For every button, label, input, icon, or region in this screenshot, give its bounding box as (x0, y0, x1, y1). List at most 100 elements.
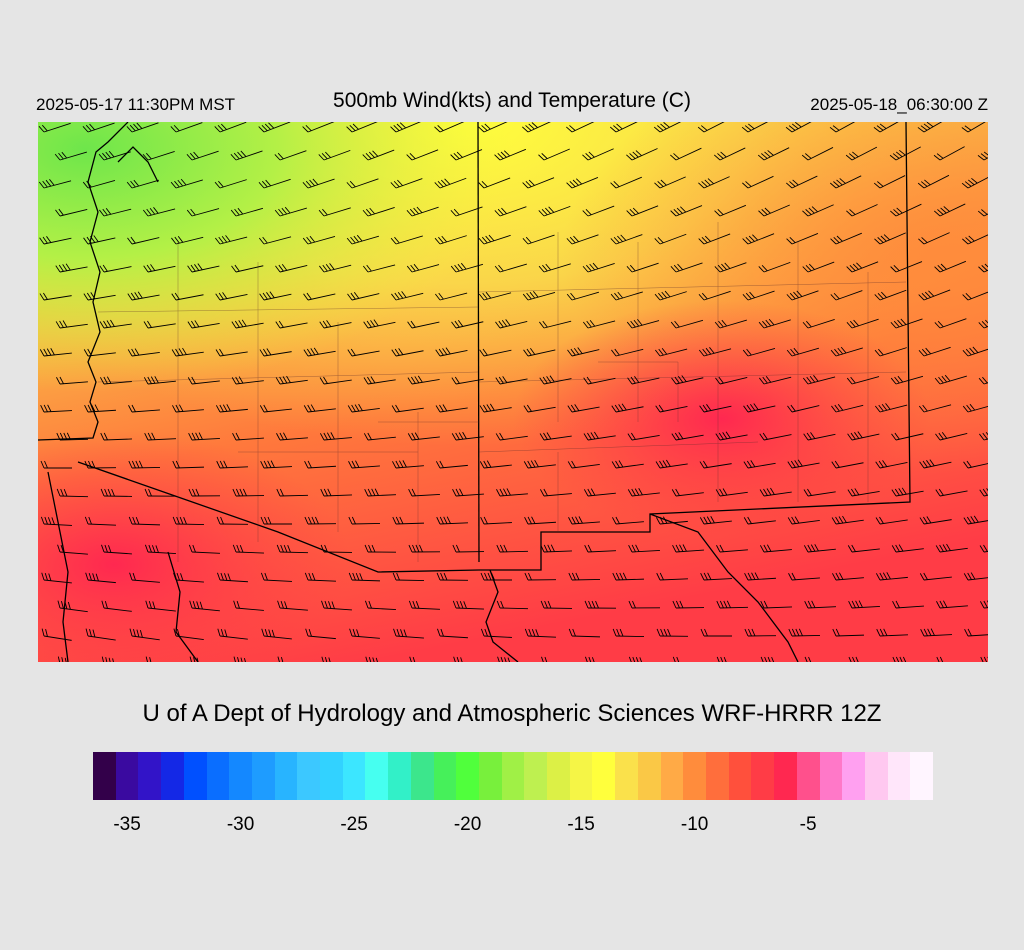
wind-barb (918, 404, 952, 413)
wind-barb (40, 516, 72, 526)
wind-barb (628, 544, 660, 553)
wind-barb (406, 206, 439, 217)
wind-barb (436, 516, 468, 525)
wind-barb (743, 403, 776, 413)
wind-barb (786, 233, 819, 245)
wind-barb (407, 375, 440, 385)
wind-barb (582, 205, 615, 217)
wind-barb (230, 150, 263, 161)
wind-barb (830, 290, 863, 301)
wind-barb (85, 572, 116, 584)
wind-barb (231, 319, 264, 329)
wind-barb (759, 375, 792, 385)
wind-barb (189, 656, 200, 662)
wind-barb (933, 146, 965, 161)
wind-barb (522, 234, 555, 245)
wind-barb (980, 656, 988, 662)
wind-barb (188, 544, 220, 554)
wind-barb (961, 174, 988, 189)
wind-barb (170, 178, 203, 189)
wind-barb (55, 320, 88, 329)
wind-barb (892, 600, 924, 609)
wind-barb (39, 348, 72, 357)
wind-barb (670, 147, 702, 161)
wind-barb (450, 149, 483, 161)
wind-barb (890, 318, 923, 329)
wind-barb (347, 348, 380, 357)
wind-barb (962, 403, 988, 413)
wind-barb (743, 460, 776, 469)
wind-barb (653, 122, 686, 133)
wind-barb (934, 318, 967, 329)
wind-barb (918, 289, 951, 301)
wind-barb (215, 404, 248, 413)
wind-barb (233, 656, 247, 662)
wind-barb (654, 176, 686, 189)
county-line (478, 281, 907, 293)
wind-barb (612, 628, 645, 638)
wind-barb (918, 232, 950, 245)
wind-barb (583, 488, 616, 497)
wind-barb (832, 572, 864, 581)
southwest-warm-region (38, 122, 988, 662)
wind-barb (172, 460, 205, 469)
wind-barb (126, 179, 160, 189)
wind-barb (758, 318, 791, 329)
wind-barb (392, 516, 425, 525)
wind-barb (963, 460, 988, 469)
wind-barb (320, 488, 352, 497)
wind-barb (259, 291, 292, 301)
wind-barb (39, 236, 72, 245)
wind-barb (495, 319, 528, 329)
colorbar-swatch (569, 752, 593, 800)
wind-barb (85, 628, 116, 641)
wind-barb (524, 628, 556, 638)
colorbar-swatch (819, 752, 843, 800)
county-line (598, 361, 679, 422)
colorbar-swatch (342, 752, 366, 800)
county-line (478, 441, 759, 453)
wind-barb (346, 234, 380, 245)
wind-barb (698, 176, 730, 189)
wind-barb (627, 432, 660, 441)
wind-barb (144, 544, 176, 555)
wind-barb (890, 261, 923, 273)
wind-barb (452, 488, 484, 497)
wind-barb (480, 572, 512, 581)
credit-line: U of A Dept of Hydrology and Atmospheric… (142, 700, 882, 727)
wind-barb (802, 261, 835, 273)
wind-barb (741, 122, 774, 133)
wind-barb (582, 148, 614, 161)
wind-barb (803, 488, 836, 497)
wind-barb (804, 600, 836, 609)
wind-barb (320, 544, 353, 553)
wind-barb (875, 572, 908, 581)
wind-barb (935, 543, 968, 553)
wind-barb (479, 348, 512, 357)
colorbar-swatch (501, 752, 525, 800)
colorbar-swatch (320, 752, 343, 800)
wind-barb (126, 122, 159, 133)
wind-barb (934, 260, 967, 273)
wind-barb (214, 122, 247, 133)
wind-barb (145, 656, 152, 662)
colorbar-swatch (910, 752, 934, 800)
border-line (485, 569, 519, 662)
wind-barb (302, 235, 336, 245)
wind-barb (188, 488, 221, 497)
wind-barb (348, 460, 380, 469)
wind-barb (98, 150, 131, 161)
wind-barb (435, 347, 468, 357)
wind-barb (57, 600, 88, 613)
wind-barb (566, 234, 599, 245)
wind-barb (963, 515, 988, 525)
wind-barb (831, 460, 864, 469)
wind-barb (742, 348, 776, 357)
state-borders (38, 122, 911, 662)
wind-barb (321, 600, 352, 611)
wind-barb (978, 260, 988, 273)
wind-barb (847, 544, 880, 553)
wind-barb (275, 320, 308, 329)
wind-barb (362, 149, 395, 161)
wind-barb (611, 403, 644, 413)
